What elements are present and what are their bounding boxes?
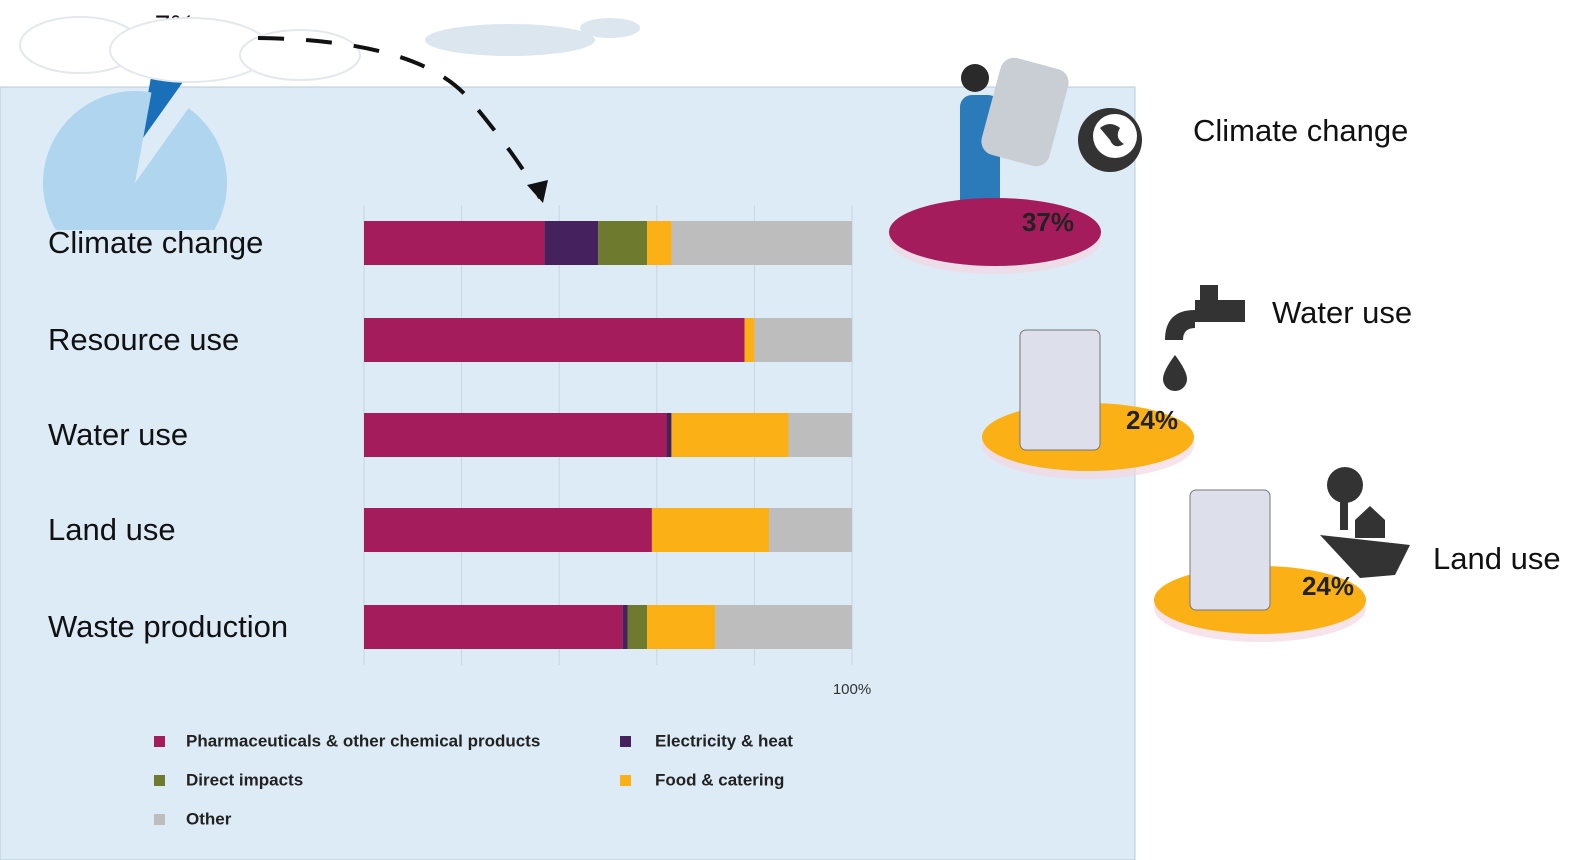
callout-label: Land use [1433, 541, 1561, 576]
bar-segment [598, 221, 648, 265]
bar-segment [647, 221, 672, 265]
legend-swatch [620, 736, 631, 747]
legend-label: Direct impacts [186, 770, 303, 789]
clouds [19, 16, 640, 83]
legend-label: Other [186, 809, 232, 828]
bar-segment [744, 318, 755, 362]
category-label: Land use [48, 512, 176, 547]
tap-icon [1163, 285, 1245, 391]
legend-swatch [154, 736, 165, 747]
legend-label: Food & catering [655, 770, 784, 789]
globe-icon [1078, 108, 1142, 172]
bar-segment [364, 221, 545, 265]
bar-chart: 100% Climate change Resource use Water use L… [48, 205, 871, 828]
cart-illustrations [1019, 329, 1271, 611]
bar-segment [364, 318, 745, 362]
x-tick-label: 100% [833, 681, 871, 698]
bar-segment [769, 508, 852, 552]
bar-segment [544, 221, 599, 265]
bar-segment [754, 318, 852, 362]
bar-segment [627, 605, 648, 649]
bar-segment [364, 413, 667, 457]
callout-value: 37% [1022, 207, 1074, 237]
bar-segment [715, 605, 852, 649]
legend-label: Electricity & heat [655, 731, 793, 750]
legend-swatch [154, 775, 165, 786]
bar-segment [651, 508, 770, 552]
arrow-head [527, 180, 548, 203]
bar-segment [647, 605, 716, 649]
pie-slice [43, 91, 227, 230]
bar-segment [364, 508, 652, 552]
dashed-arrow [257, 36, 542, 199]
bar-segment [671, 221, 852, 265]
legend-swatch [620, 775, 631, 786]
category-label: Resource use [48, 322, 239, 357]
callout-label: Water use [1272, 295, 1412, 330]
legend-label: Pharmaceuticals & other chemical product… [186, 731, 540, 750]
legend-swatch [154, 814, 165, 825]
category-label: Climate change [48, 225, 263, 260]
callout-value: 24% [1302, 571, 1354, 601]
land-icon [1320, 467, 1410, 578]
bar-segment [364, 605, 623, 649]
bar-segment [622, 605, 628, 649]
bar-segment [671, 413, 789, 457]
category-label: Water use [48, 417, 188, 452]
callout-value: 24% [1126, 405, 1178, 435]
bar-segment [788, 413, 852, 457]
callout-disc [889, 198, 1101, 266]
callout-label: Climate change [1193, 113, 1408, 148]
bar-segment [666, 413, 672, 457]
category-label: Waste production [48, 609, 288, 644]
